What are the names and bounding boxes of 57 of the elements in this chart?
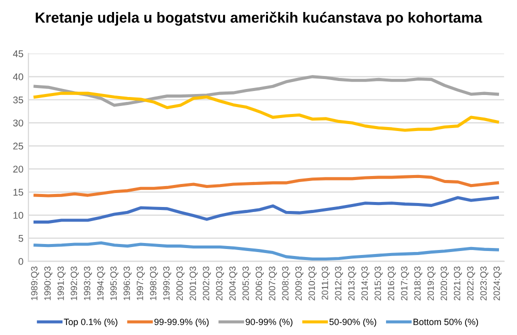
x-tick-label: 2009:Q3 [295, 266, 304, 300]
y-tick-label: 25 [13, 142, 24, 150]
x-tick-label: 2020:Q3 [440, 266, 449, 300]
x-tick-label: 2008:Q3 [282, 266, 290, 300]
x-tick-label: 1994:Q3 [97, 266, 106, 300]
legend-label: 90-99% (%) [246, 318, 292, 327]
x-tick-label: 1993:Q3 [84, 266, 92, 300]
x-tick-label: 2019:Q3 [427, 266, 436, 300]
x-tick-label: 1989:Q3 [31, 266, 40, 300]
x-tick-label: 2000:Q3 [176, 266, 184, 300]
legend-label: 50-90% (%) [329, 318, 376, 327]
x-tick-label: 1998:Q3 [150, 266, 158, 300]
x-tick-label: 2016:Q3 [388, 266, 396, 300]
x-tick-label: 2002:Q3 [202, 266, 211, 300]
y-tick-label: 40 [12, 73, 24, 80]
chart-title: Kretanje udjela u bogatstvu američkih kućanstava po kohortama [36, 12, 482, 26]
line-series [34, 92, 499, 132]
y-tick-label: 35 [13, 96, 24, 104]
x-tick-label: 1997:Q3 [136, 266, 145, 300]
x-tick-label: 2015:Q3 [374, 266, 383, 300]
x-tick-label: 2014:Q3 [361, 266, 370, 300]
x-tick-label: 2024:Q3 [494, 266, 502, 300]
x-tick-label: 2022:Q3 [467, 266, 476, 300]
x-tick-label: 1990:Q3 [44, 266, 52, 300]
legend-label: Top 0.1% (%) [64, 318, 118, 327]
line-series [34, 196, 499, 224]
legend-label: 99-99.9% (%) [154, 318, 209, 327]
x-tick-label: 1996:Q3 [124, 266, 132, 300]
x-tick-label: 1991:Q3 [57, 266, 66, 300]
y-tick-label: 30 [13, 120, 24, 126]
y-tick-label: 0 [18, 258, 24, 265]
x-tick-label: 2023:Q3 [480, 266, 488, 300]
x-tick-label: 2007:Q3 [268, 266, 277, 300]
x-tick-label: 2013:Q3 [348, 266, 356, 300]
y-tick-label: 5 [18, 235, 24, 242]
line-series [34, 174, 499, 198]
x-tick-label: 2011:Q3 [322, 266, 330, 300]
x-tick-label: 2021:Q3 [454, 266, 462, 300]
y-tick-label: 10 [14, 212, 24, 219]
x-tick-label: 2005:Q3 [242, 266, 250, 300]
x-tick-label: 1999:Q3 [163, 266, 172, 300]
line-series [34, 241, 499, 261]
y-tick-label: 20 [13, 166, 24, 173]
x-tick-label: 1995:Q3 [110, 266, 118, 300]
x-tick-label: 2010:Q3 [308, 266, 317, 300]
x-tick-label: 2003:Q3 [216, 266, 224, 300]
x-tick-label: 2006:Q3 [256, 266, 264, 300]
x-tick-label: 2004:Q3 [229, 266, 238, 300]
legend-label: Bottom 50% (%) [414, 318, 478, 327]
y-tick-label: 15 [14, 188, 24, 196]
line-series [34, 75, 499, 107]
x-tick-label: 2018:Q3 [414, 266, 422, 300]
x-tick-label: 2001:Q3 [190, 266, 198, 300]
x-tick-label: 2012:Q3 [334, 266, 343, 300]
y-tick-label: 45 [12, 50, 24, 58]
x-tick-label: 2017:Q3 [401, 266, 410, 300]
x-tick-label: 1992:Q3 [70, 266, 79, 300]
